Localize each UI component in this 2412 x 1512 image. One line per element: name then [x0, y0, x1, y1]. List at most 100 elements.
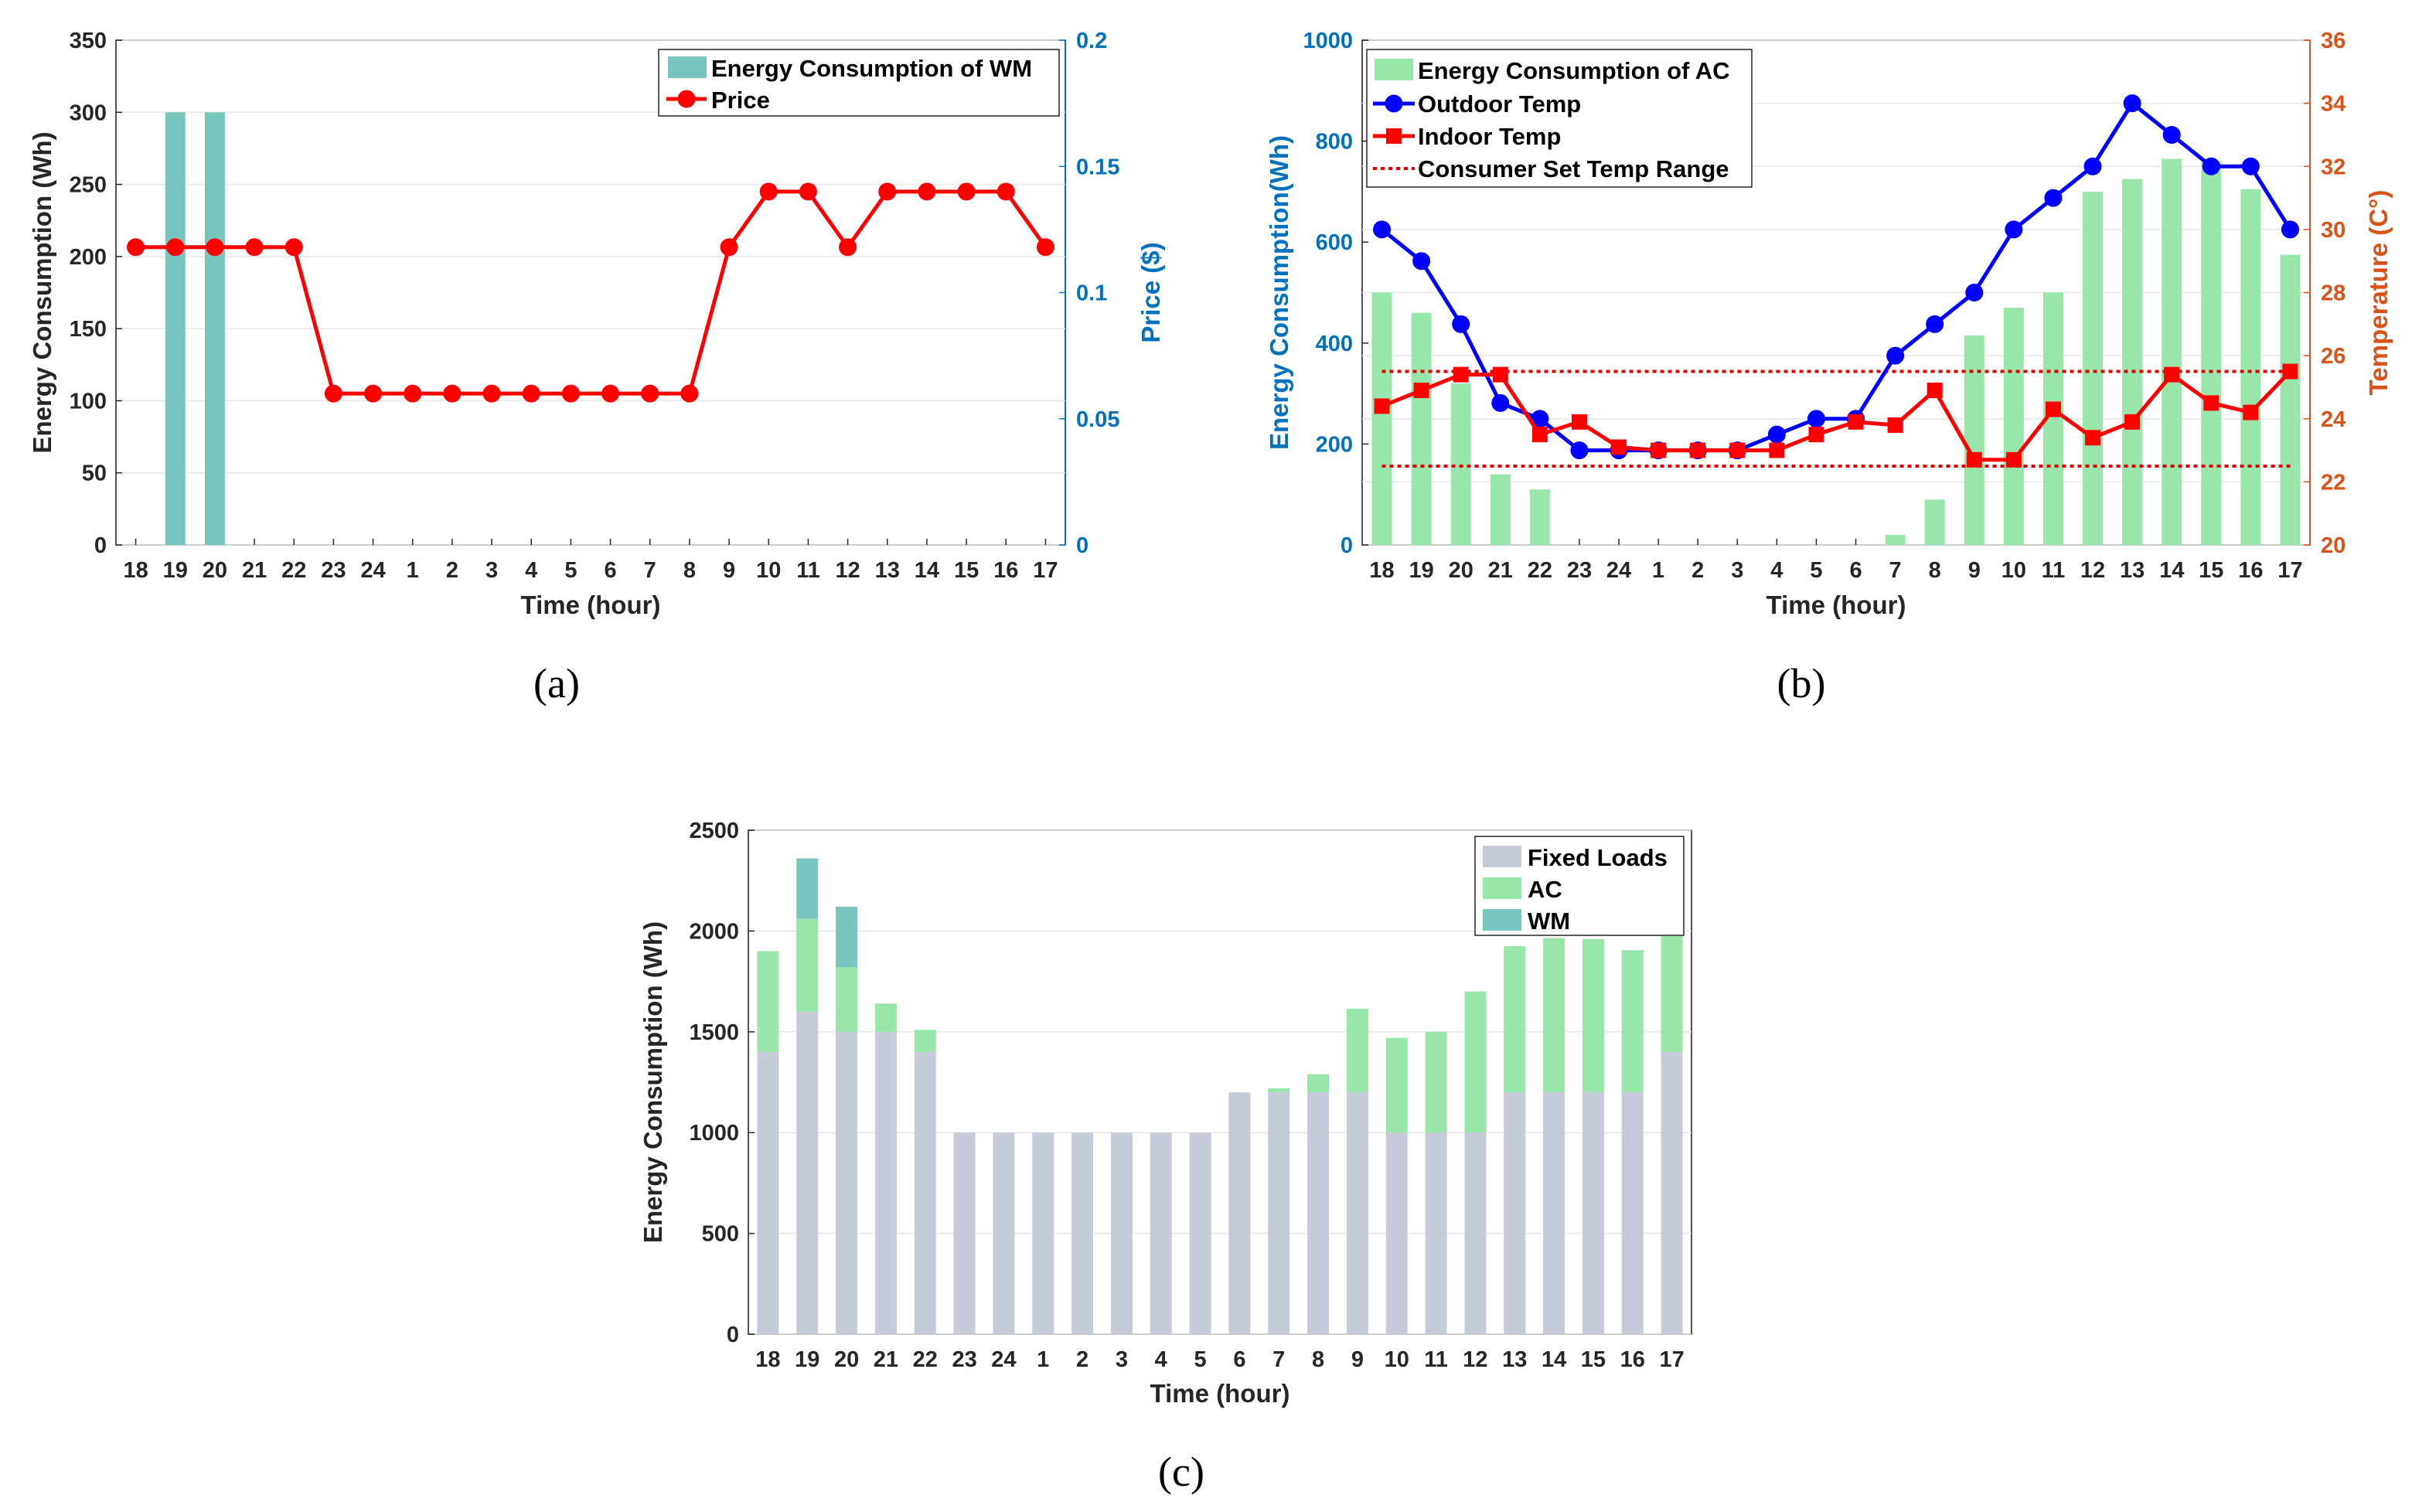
x-tick-label: 7	[644, 558, 656, 583]
legend-fixed-loads-label: Fixed Loads	[1528, 844, 1668, 871]
ac-bar	[2201, 161, 2222, 545]
indoor-temp-point	[1571, 414, 1587, 430]
x-axis-label: Time (hour)	[521, 591, 661, 619]
y-tick-label: 1500	[689, 1020, 739, 1045]
indoor-temp-point	[1808, 427, 1824, 443]
ac-bar	[1885, 534, 1906, 545]
outdoor-temp-point	[2281, 220, 2299, 239]
fixed-load-bar	[1110, 1132, 1133, 1334]
x-tick-label: 11	[1424, 1347, 1448, 1372]
y-right-tick-label: 20	[2321, 533, 2346, 558]
y-left-tick-label: 1000	[1303, 29, 1353, 53]
caption-a: (a)	[533, 660, 580, 707]
price-point	[918, 182, 936, 201]
x-tick-label: 1	[407, 558, 419, 583]
x-tick-label: 12	[835, 558, 860, 583]
x-tick-label: 18	[123, 558, 148, 583]
legend-wm-label: WM	[1528, 908, 1570, 935]
x-tick-label: 10	[1385, 1347, 1409, 1372]
indoor-temp-point	[2243, 404, 2259, 421]
fixed-load-bar	[914, 1051, 936, 1334]
x-tick-label: 9	[1351, 1347, 1364, 1372]
y-right-tick-label: 36	[2321, 29, 2346, 53]
y-right-tick-label: 0.1	[1076, 281, 1107, 306]
legend-ac-label: AC	[1528, 876, 1562, 903]
ac-bar	[1268, 1088, 1290, 1093]
indoor-temp-point	[1611, 439, 1627, 455]
outdoor-temp-point	[2123, 94, 2141, 113]
y-left-tick-label: 50	[82, 461, 107, 486]
x-tick-label: 3	[1731, 558, 1743, 583]
x-tick-label: 7	[1272, 1347, 1285, 1372]
ac-bar	[1621, 950, 1644, 1093]
x-tick-label: 20	[834, 1347, 859, 1372]
outdoor-temp-point	[1886, 346, 1905, 365]
x-tick-label: 16	[2238, 558, 2263, 583]
x-tick-label: 8	[683, 558, 696, 583]
legend-box	[1366, 49, 1753, 188]
ac-bar	[1504, 945, 1526, 1093]
ac-bar	[1529, 489, 1550, 545]
fixed-load-bar	[757, 1051, 779, 1334]
ac-bar	[1543, 938, 1565, 1093]
fixed-load-bar	[796, 1011, 819, 1334]
legend-box	[658, 49, 1060, 117]
price-point	[601, 384, 620, 403]
price-point	[1036, 238, 1054, 257]
y-right-tick-label: 0	[1076, 533, 1088, 558]
x-tick-label: 22	[913, 1347, 938, 1372]
indoor-temp-point	[1966, 451, 1982, 468]
fixed-load-bar	[1268, 1092, 1290, 1334]
legend-label-ac: Energy Consumption of AC	[1418, 57, 1730, 84]
x-tick-label: 23	[321, 558, 346, 583]
y-tick-label: 2000	[689, 919, 739, 944]
y-axis-label: Energy Consumption (Wh)	[639, 921, 667, 1243]
x-tick-label: 15	[954, 558, 979, 583]
y-left-tick-label: 400	[1316, 332, 1353, 356]
legend-label-outdoor: Outdoor Temp	[1418, 90, 1581, 117]
wm-bar	[204, 112, 225, 546]
price-point	[284, 238, 303, 257]
x-tick-label: 24	[991, 1347, 1016, 1372]
outdoor-temp-point	[1491, 393, 1510, 412]
indoor-temp-point	[1927, 383, 1943, 399]
caption-b: (b)	[1777, 660, 1826, 707]
x-tick-label: 9	[723, 558, 735, 583]
x-axis-label: Time (hour)	[1766, 591, 1906, 619]
x-tick-label: 6	[1233, 1347, 1245, 1372]
x-tick-label: 15	[1581, 1347, 1606, 1372]
fixed-load-bar	[1582, 1092, 1604, 1334]
x-tick-label: 13	[2120, 558, 2145, 583]
x-tick-label: 16	[993, 558, 1018, 583]
x-tick-label: 18	[755, 1347, 780, 1372]
legend-marker-outdoor	[1385, 94, 1403, 113]
outdoor-temp-point	[2005, 220, 2023, 239]
x-tick-label: 5	[1810, 558, 1822, 583]
x-tick-label: 19	[1409, 558, 1433, 583]
x-tick-label: 17	[1033, 558, 1058, 583]
x-tick-label: 6	[605, 558, 617, 583]
price-point	[482, 384, 501, 403]
indoor-temp-point	[1531, 427, 1548, 443]
ac-bar	[1490, 474, 1511, 545]
ac-bar	[1425, 1031, 1447, 1133]
y-right-tick-label: 34	[2321, 92, 2346, 117]
y-right-tick-label: 0.2	[1076, 29, 1107, 53]
ac-bar	[2003, 308, 2024, 545]
x-tick-label: 4	[525, 558, 537, 583]
legend-marker-price	[677, 90, 696, 108]
ac-bar	[1582, 938, 1604, 1093]
ac-bar	[2162, 158, 2182, 545]
fixed-load-bar	[1543, 1092, 1565, 1334]
x-tick-label: 3	[485, 558, 498, 583]
indoor-temp-point	[2124, 414, 2141, 430]
x-tick-label: 20	[203, 558, 227, 583]
x-tick-label: 2	[1076, 1347, 1088, 1372]
fixed-load-bar	[993, 1132, 1015, 1334]
indoor-temp-point	[1690, 442, 1706, 458]
y-tick-label: 0	[727, 1323, 739, 1347]
x-tick-label: 2	[446, 558, 458, 583]
wm-bar	[165, 112, 186, 546]
y-left-tick-label: 100	[70, 389, 107, 414]
y-right-tick-label: 24	[2321, 407, 2346, 432]
